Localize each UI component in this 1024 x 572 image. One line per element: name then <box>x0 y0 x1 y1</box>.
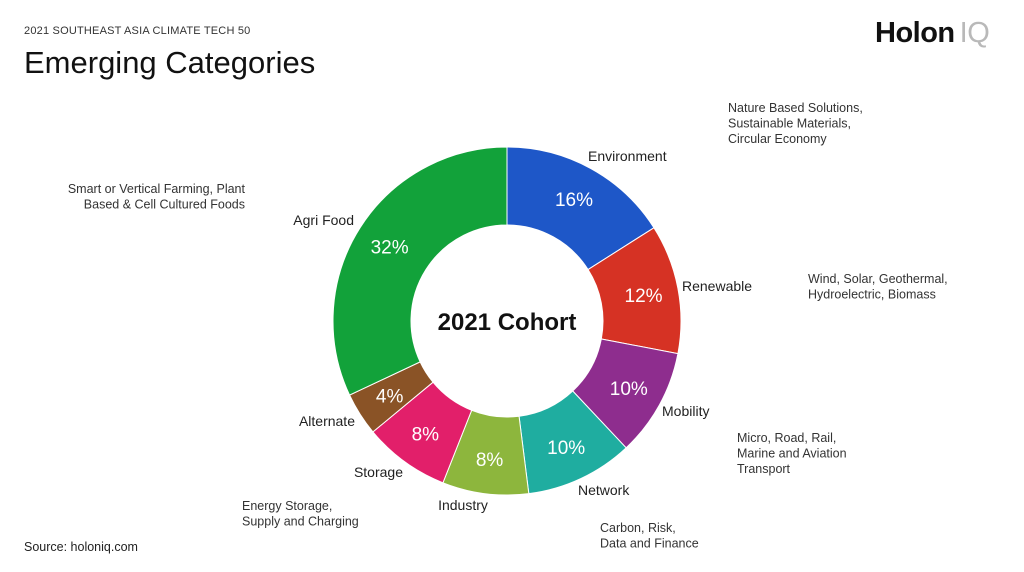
description-line: Carbon, Risk, <box>600 521 676 535</box>
percent-label-mobility: 10% <box>610 379 648 400</box>
holoniq-logo: Holon IQ <box>875 17 990 50</box>
percent-label-renewable: 12% <box>625 286 663 307</box>
category-label-environment: Environment <box>588 148 667 164</box>
category-label-industry: Industry <box>438 497 488 513</box>
description-line: Energy Storage, <box>242 499 332 513</box>
percent-labels: 16% 12% 10% 10% 8% 8% 4% 32% <box>371 190 663 471</box>
description-line: Data and Finance <box>600 537 699 551</box>
percent-label-environment: 16% <box>555 190 593 211</box>
center-label: 2021 Cohort <box>438 309 577 336</box>
category-label-storage: Storage <box>354 464 403 480</box>
category-label-network: Network <box>578 482 630 498</box>
category-labels: Environment Renewable Mobility Network Indus… <box>293 148 752 513</box>
description-line: Hydroelectric, Biomass <box>808 288 936 302</box>
source-note: Source: holoniq.com <box>24 540 138 554</box>
category-label-agri-food: Agri Food <box>293 212 354 228</box>
percent-label-network: 10% <box>547 438 585 459</box>
percent-label-alternate: 4% <box>376 386 404 407</box>
description-mobility: Micro, Road, Rail, Marine and Aviation Tra… <box>737 431 847 476</box>
description-line: Marine and Aviation <box>737 447 847 461</box>
description-network: Carbon, Risk, Data and Finance <box>600 521 699 551</box>
description-line: Micro, Road, Rail, <box>737 431 836 445</box>
description-line: Circular Economy <box>728 132 827 146</box>
percent-label-agri-food: 32% <box>371 238 409 259</box>
description-line: Supply and Charging <box>242 515 359 529</box>
description-environment: Nature Based Solutions, Sustainable Mater… <box>728 101 863 146</box>
donut-hole <box>411 225 603 417</box>
description-storage: Energy Storage, Supply and Charging <box>242 499 359 529</box>
description-renewable: Wind, Solar, Geothermal, Hydroelectric, B… <box>808 272 948 302</box>
description-line: Nature Based Solutions, <box>728 101 863 115</box>
description-labels: Nature Based Solutions, Sustainable Mater… <box>68 101 948 551</box>
description-agri-food: Smart or Vertical Farming, Plant Based & … <box>68 182 246 212</box>
percent-label-storage: 8% <box>412 424 440 445</box>
description-line: Smart or Vertical Farming, Plant <box>68 182 246 196</box>
page-title: Emerging Categories <box>24 45 316 80</box>
category-label-mobility: Mobility <box>662 403 709 419</box>
logo-word: Holon <box>875 17 955 49</box>
percent-label-industry: 8% <box>476 450 504 471</box>
category-label-alternate: Alternate <box>299 413 355 429</box>
description-line: Sustainable Materials, <box>728 117 851 131</box>
description-line: Transport <box>737 462 791 476</box>
category-label-renewable: Renewable <box>682 278 752 294</box>
report-eyebrow: 2021 SOUTHEAST ASIA CLIMATE TECH 50 <box>24 25 251 37</box>
logo-mark: IQ <box>959 17 990 49</box>
donut-slices <box>332 146 682 496</box>
description-line: Wind, Solar, Geothermal, <box>808 272 948 286</box>
description-line: Based & Cell Cultured Foods <box>84 198 245 212</box>
